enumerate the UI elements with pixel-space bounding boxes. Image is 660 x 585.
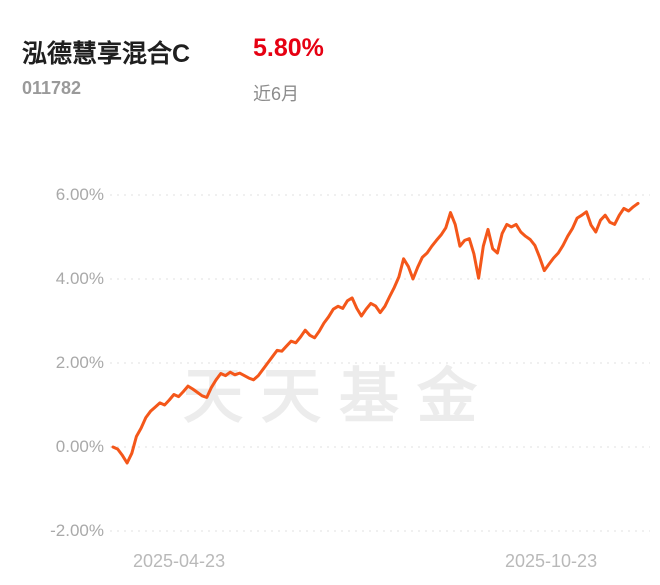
return-value: 5.80% <box>253 34 324 62</box>
y-tick-neg2: -2.00% <box>50 521 104 540</box>
fund-name: 泓德慧享混合C <box>22 40 191 68</box>
y-tick-4: 4.00% <box>55 269 104 288</box>
period-label[interactable]: 近6月 <box>253 84 300 104</box>
y-tick-6: 6.00% <box>55 185 104 204</box>
performance-line <box>111 201 640 465</box>
x-tick-start-date: 2025-04-23 <box>133 551 226 571</box>
y-tick-0: 0.00% <box>55 437 104 456</box>
y-tick-2: 2.00% <box>55 353 104 372</box>
gridlines <box>110 194 650 532</box>
x-tick-end-date: 2025-10-23 <box>505 551 598 571</box>
fund-code: 011782 <box>22 78 82 98</box>
